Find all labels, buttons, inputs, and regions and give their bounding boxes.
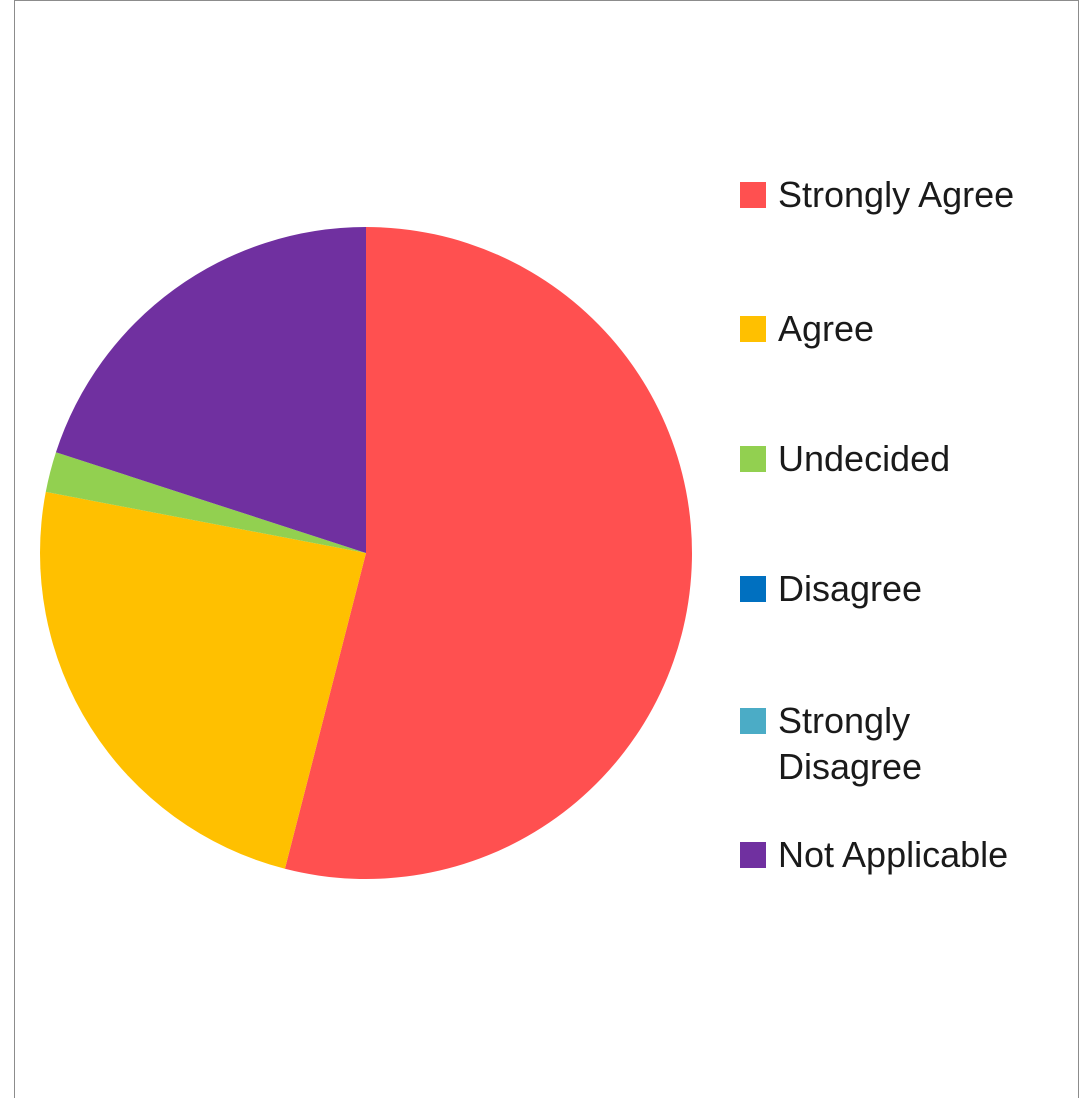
legend-label: Agree (778, 308, 875, 349)
legend-item-not-applicable: Not Applicable (740, 832, 1068, 878)
legend-swatch (740, 708, 766, 734)
legend-label: Disagree (778, 568, 923, 609)
legend-label: Not Applicable (778, 834, 1009, 875)
pie-slice-not-applicable (55, 227, 367, 553)
legend-swatch (740, 842, 766, 868)
legend-item-disagree: Disagree (740, 566, 1068, 612)
pie-slice-undecided (45, 452, 367, 553)
legend-label: Strongly Disagree (778, 700, 923, 787)
legend-swatch (740, 182, 766, 208)
legend-item-undecided: Undecided (740, 436, 1068, 482)
legend-swatch (740, 316, 766, 342)
legend-swatch (740, 446, 766, 472)
legend-item-agree: Agree (740, 306, 1068, 352)
legend-label: Undecided (778, 438, 951, 479)
legend-item-strongly-agree: Strongly Agree (740, 172, 1068, 218)
pie-slice-agree (39, 491, 366, 869)
pie-slice-strongly-agree (284, 227, 692, 880)
legend-label: Strongly Agree (778, 174, 1015, 215)
legend-swatch (740, 576, 766, 602)
legend-item-strongly-disagree: Strongly Disagree (740, 698, 958, 790)
